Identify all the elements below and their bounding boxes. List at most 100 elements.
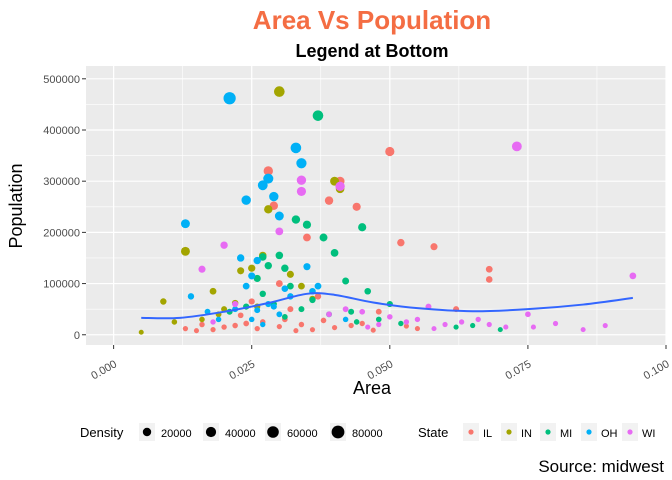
- point-wi: [232, 301, 238, 307]
- legend-state-keys: IL IN MI OH WI: [463, 423, 655, 441]
- point-wi: [376, 322, 381, 327]
- legend-state-key: [506, 429, 511, 434]
- point-il: [277, 324, 282, 329]
- x-axis-label: Area: [353, 378, 392, 398]
- point-oh: [275, 212, 284, 221]
- point-mi: [309, 297, 315, 303]
- point-il: [232, 323, 238, 329]
- point-wi: [220, 241, 227, 248]
- point-mi: [265, 262, 272, 269]
- y-tick-label: 0: [74, 330, 80, 342]
- point-oh: [237, 254, 244, 261]
- point-oh: [282, 285, 289, 292]
- point-wi: [297, 175, 306, 184]
- point-il: [303, 234, 311, 242]
- point-in: [210, 288, 217, 295]
- point-wi: [297, 187, 306, 196]
- point-wi: [335, 182, 344, 191]
- chart-title: Area Vs Population: [253, 5, 491, 35]
- point-oh: [254, 257, 261, 264]
- point-in: [181, 247, 190, 256]
- point-il: [332, 325, 337, 330]
- legend-density-label: 60000: [287, 428, 318, 440]
- point-mi: [453, 324, 458, 329]
- point-mi: [354, 319, 360, 325]
- point-oh: [263, 174, 273, 184]
- point-oh: [241, 195, 250, 204]
- y-axis-label: Population: [6, 163, 26, 248]
- point-il: [376, 309, 382, 315]
- point-oh: [224, 92, 236, 104]
- x-tick-label: 0.000: [89, 358, 119, 382]
- point-wi: [475, 317, 480, 322]
- legend-state-title: State: [418, 425, 448, 440]
- point-mi: [260, 291, 266, 297]
- point-oh: [260, 322, 265, 327]
- point-wi: [531, 325, 536, 330]
- point-il: [243, 321, 249, 327]
- point-mi: [398, 321, 403, 326]
- x-tick-label: 0.075: [504, 358, 534, 382]
- point-wi: [431, 326, 436, 331]
- point-wi: [404, 319, 409, 324]
- legend-state-label: IL: [483, 428, 492, 440]
- point-wi: [415, 317, 420, 322]
- legend-density-label: 80000: [352, 428, 383, 440]
- legend-density: Density 20000 40000 60000 80000: [80, 423, 383, 441]
- point-oh: [188, 293, 194, 299]
- legend-state: State IL IN MI OH WI: [418, 423, 655, 441]
- point-il: [359, 321, 364, 326]
- point-wi: [525, 311, 531, 317]
- point-wi: [629, 272, 636, 279]
- point-in: [248, 265, 255, 272]
- point-wi: [603, 323, 608, 328]
- point-il: [415, 326, 420, 331]
- point-oh: [276, 311, 282, 317]
- legend-state-label: MI: [560, 428, 572, 440]
- point-wi: [553, 321, 558, 326]
- point-wi: [459, 319, 464, 324]
- y-tick-label: 300000: [43, 176, 80, 188]
- point-il: [276, 280, 283, 287]
- point-mi: [331, 249, 339, 257]
- point-mi: [358, 223, 366, 231]
- point-il: [293, 328, 298, 333]
- point-wi: [210, 319, 215, 324]
- point-in: [287, 271, 294, 278]
- point-il: [299, 322, 304, 327]
- point-il: [371, 328, 376, 333]
- point-mi: [498, 327, 503, 332]
- legend-state-label: WI: [642, 428, 655, 440]
- chart-subtitle: Legend at Bottom: [296, 41, 449, 61]
- point-wi: [387, 314, 393, 320]
- point-wi: [512, 141, 522, 151]
- point-oh: [271, 304, 277, 310]
- point-il: [385, 147, 394, 156]
- legend-state-key: [545, 429, 550, 434]
- point-oh: [303, 263, 310, 270]
- point-oh: [248, 272, 255, 279]
- point-in: [298, 283, 305, 290]
- point-il: [287, 306, 293, 312]
- point-wi: [442, 322, 447, 327]
- y-tick-label: 100000: [43, 279, 80, 291]
- y-tick-label: 200000: [43, 227, 80, 239]
- point-il: [194, 328, 199, 333]
- point-oh: [315, 283, 322, 290]
- point-mi: [364, 288, 371, 295]
- legend-state-key: [627, 429, 632, 434]
- legend-density-label: 20000: [161, 428, 192, 440]
- point-mi: [470, 323, 475, 328]
- point-mi: [281, 265, 288, 272]
- legend-state-key: [586, 429, 591, 434]
- point-il: [430, 243, 437, 250]
- point-in: [160, 298, 166, 304]
- point-il: [249, 298, 255, 304]
- point-il: [310, 327, 315, 332]
- legend-density-key: [267, 426, 279, 438]
- point-in: [199, 317, 205, 323]
- point-mi: [376, 317, 382, 323]
- point-wi: [359, 309, 365, 315]
- legend-state-key: [468, 429, 473, 434]
- x-tick-label: 0.100: [642, 358, 672, 382]
